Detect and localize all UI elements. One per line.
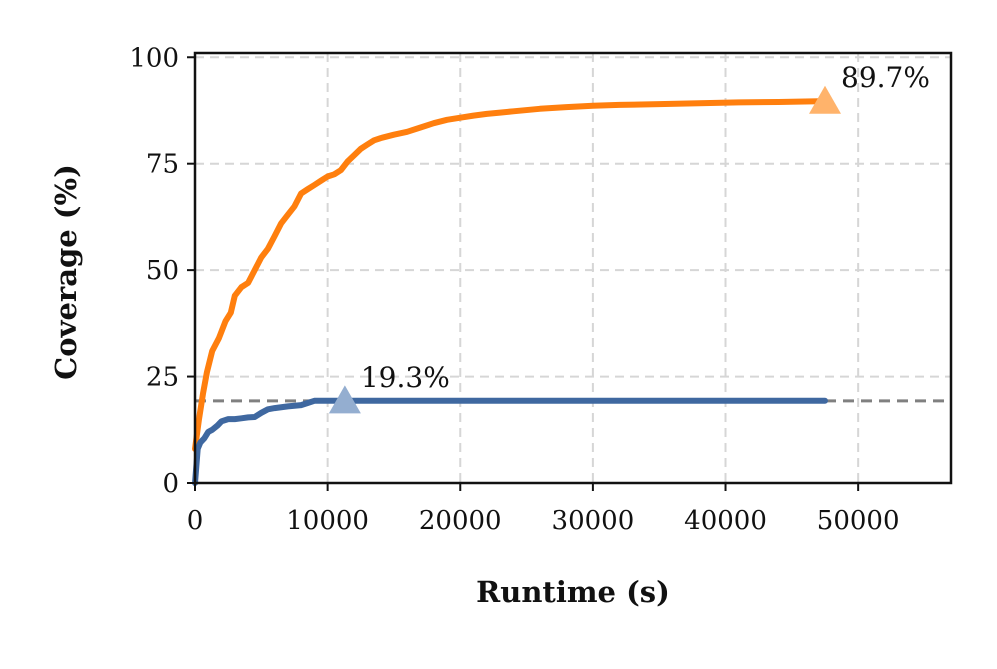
final-value-label-1: 19.3% (361, 361, 450, 394)
y-tick-label: 75 (146, 150, 179, 180)
y-tick-label: 25 (146, 363, 179, 393)
x-tick-label: 40000 (684, 506, 767, 536)
x-tick-label: 50000 (817, 506, 900, 536)
x-tick-label: 0 (187, 506, 204, 536)
series-line-0 (192, 98, 828, 452)
axes-layer: 0 10000 20000 30000 40000 50000 0 25 50 75 100 (129, 43, 953, 536)
final-marker-1 (328, 385, 361, 414)
x-tick-label: 10000 (286, 506, 369, 536)
y-tick-label: 0 (162, 469, 179, 499)
final-value-label-0: 89.7% (841, 61, 930, 94)
x-tick-label: 30000 (552, 506, 635, 536)
grid-layer (194, 53, 951, 484)
annotation-layer: 89.7% 19.3% (328, 61, 930, 414)
series-line-1 (192, 397, 828, 486)
series-layer (192, 98, 828, 486)
y-tick-label: 50 (146, 256, 179, 286)
plot-frame (193, 51, 953, 485)
x-tick-label: 20000 (419, 506, 502, 536)
final-marker-0 (809, 85, 841, 114)
x-axis-label: Runtime (s) (476, 575, 670, 609)
y-axis-label: Coverage (%) (49, 164, 83, 380)
y-tick-label: 100 (129, 43, 179, 73)
